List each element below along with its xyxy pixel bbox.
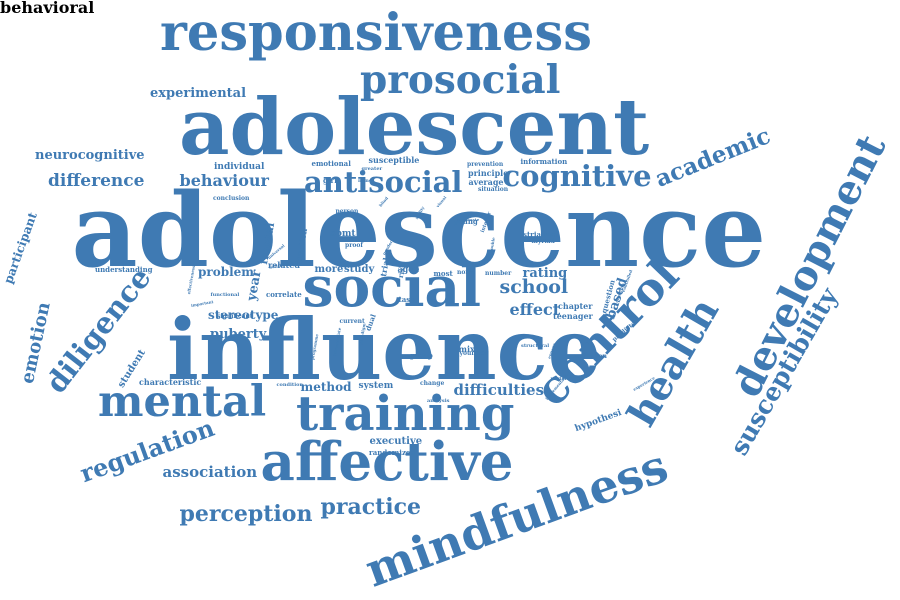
word-individual: individual <box>214 161 265 172</box>
word-problem: problem <box>198 265 254 279</box>
word-adolescence: adolescence <box>71 170 767 291</box>
word-classmate: classmate <box>457 217 480 222</box>
word-cognitive: cognitive <box>502 158 652 193</box>
word-antisocial: antisocial <box>304 164 463 199</box>
word-neurocognitive: neurocognitive <box>35 147 145 163</box>
word-susceptible: susceptible <box>368 155 420 165</box>
word-striatum: striatum <box>523 229 557 239</box>
word-greater: greater <box>361 165 383 172</box>
word-emotional: emotional <box>311 158 351 168</box>
word-study: study <box>344 264 375 275</box>
word-experimental: experimental <box>150 85 247 101</box>
word-change: change <box>420 379 445 387</box>
word-principle: principle <box>468 168 509 178</box>
word-rating: rating <box>522 265 568 281</box>
word-understanding: understanding <box>95 265 153 274</box>
word-myriad: myriad <box>531 238 555 245</box>
word-practice: practice <box>320 494 422 520</box>
word-chapter: chapter <box>558 301 593 311</box>
word-participant: participant <box>0 209 40 286</box>
word-prosocial: prosocial <box>360 56 561 103</box>
word-perception: perception <box>179 501 313 527</box>
word-younger: younger <box>459 349 487 357</box>
word-responsiveness: responsiveness <box>160 2 592 63</box>
word-executive: executive <box>369 436 423 447</box>
word-analysis: analysis <box>427 397 450 404</box>
word-related: related <box>268 260 300 270</box>
word-significant: significant <box>217 312 253 320</box>
word-method: method <box>300 380 352 394</box>
word-sbmt: sbmt <box>330 228 356 239</box>
word-adolescent: adolescent <box>179 82 650 173</box>
word-mind: mind <box>358 177 373 184</box>
word-mental: mental <box>98 376 267 427</box>
word-activation: activation <box>573 353 607 360</box>
word-number: number <box>485 270 512 277</box>
word-puberty: puberty <box>210 326 267 342</box>
word-conclusion: conclusion <box>213 194 250 202</box>
word-registration: registration <box>550 375 584 382</box>
word-affective: affective <box>260 431 514 493</box>
word-mixed: mixed <box>458 344 486 354</box>
word-functional: functional <box>210 291 240 298</box>
word-influence: influence <box>167 300 602 399</box>
word-condition: condition <box>276 382 304 388</box>
word-stereotype: stereotype <box>208 308 279 322</box>
word-aged: aged <box>397 264 419 274</box>
word-proof: proof <box>345 242 363 249</box>
word-difficulties: difficulties <box>453 380 545 399</box>
word-information: information <box>520 156 568 166</box>
word-group: group <box>409 350 433 360</box>
word-trial: trial <box>377 256 391 278</box>
word-behaviour: behaviour <box>179 171 269 190</box>
word-social: social <box>302 253 482 319</box>
word-effect: effect <box>509 300 561 319</box>
word-teenager: teenager <box>553 311 593 321</box>
word-person: person <box>335 208 359 215</box>
word-association: association <box>162 462 258 481</box>
word-average: average <box>468 177 504 187</box>
word-randomized: randomized <box>369 447 416 457</box>
word-girl: girl <box>323 175 337 185</box>
word-norm: norm <box>457 269 475 276</box>
word-prevention: prevention <box>467 161 504 168</box>
word-more: more <box>314 264 344 275</box>
word-structural: structural <box>521 342 550 349</box>
word-system: system <box>358 380 394 391</box>
word-school: school <box>499 275 569 298</box>
word-most: most <box>433 268 453 278</box>
word-correlate: correlate <box>266 289 302 299</box>
word-situation: situation <box>478 186 509 193</box>
word-hypothesi: hypothesi <box>573 407 623 434</box>
word-behavioral: behavioral <box>0 0 95 17</box>
word-young: young <box>454 216 478 226</box>
word-current: current <box>339 317 365 325</box>
word-training: training <box>296 385 515 442</box>
word-difference: difference <box>48 170 145 191</box>
word-task: task <box>398 294 416 304</box>
word-characteristic: characteristic <box>139 377 202 387</box>
